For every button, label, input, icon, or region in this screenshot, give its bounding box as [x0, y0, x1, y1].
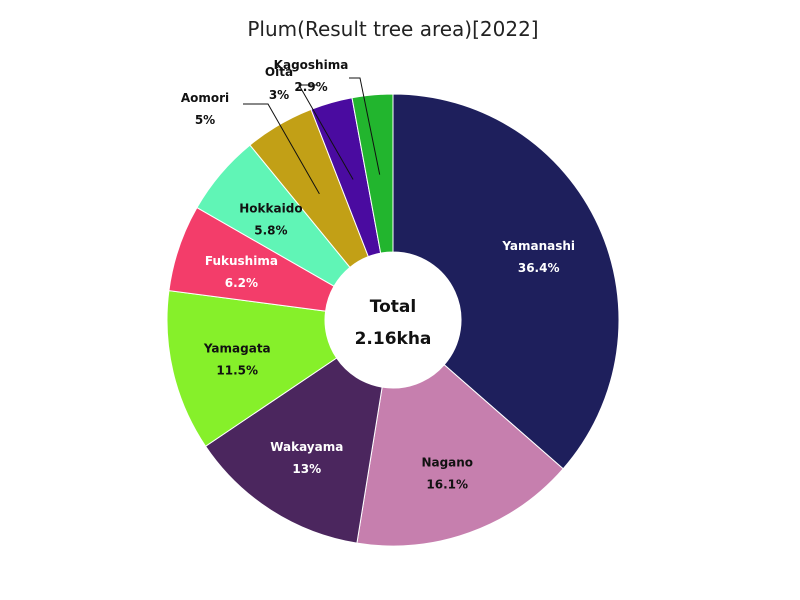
labels-layer: Yamanashi 36.4% Nagano 16.1% Wakayama 13% Yama…	[181, 58, 575, 492]
leader-line-aomori	[243, 103, 320, 195]
slice-percent-aomori: 5%	[195, 113, 215, 127]
donut-hole	[325, 252, 461, 388]
leader-line-oita	[298, 84, 354, 180]
slices-layer	[166, 93, 620, 547]
slice-name-kagoshima: Kagoshima	[274, 58, 349, 72]
leaders-layer	[243, 77, 381, 195]
slice-name-nagano: Nagano	[421, 456, 473, 470]
slice-percent-kagoshima: 2.9%	[294, 80, 327, 94]
chart-title: Plum(Result tree area)[2022]	[247, 17, 538, 41]
slice-percent-nagano: 16.1%	[426, 478, 468, 492]
slice-name-yamagata: Yamagata	[203, 342, 271, 356]
slice-percent-hokkaido: 5.8%	[254, 224, 287, 238]
slice-percent-yamagata: 11.5%	[216, 364, 258, 378]
slice-name-wakayama: Wakayama	[270, 440, 343, 454]
slice-name-oita: Oita	[265, 65, 293, 79]
slice-percent-yamanashi: 36.4%	[518, 261, 560, 275]
slice-percent-wakayama: 13%	[292, 462, 321, 476]
slice-name-aomori: Aomori	[181, 91, 229, 105]
leader-line-kagoshima	[349, 77, 381, 175]
center-total-label: Total	[370, 297, 416, 317]
slice-percent-fukushima: 6.2%	[225, 276, 258, 290]
slice-name-fukushima: Fukushima	[205, 254, 278, 268]
slice-percent-oita: 3%	[269, 88, 289, 102]
slice-name-hokkaido: Hokkaido	[239, 202, 302, 216]
center-total-value: 2.16kha	[355, 329, 432, 349]
slice-name-yamanashi: Yamanashi	[501, 239, 575, 253]
